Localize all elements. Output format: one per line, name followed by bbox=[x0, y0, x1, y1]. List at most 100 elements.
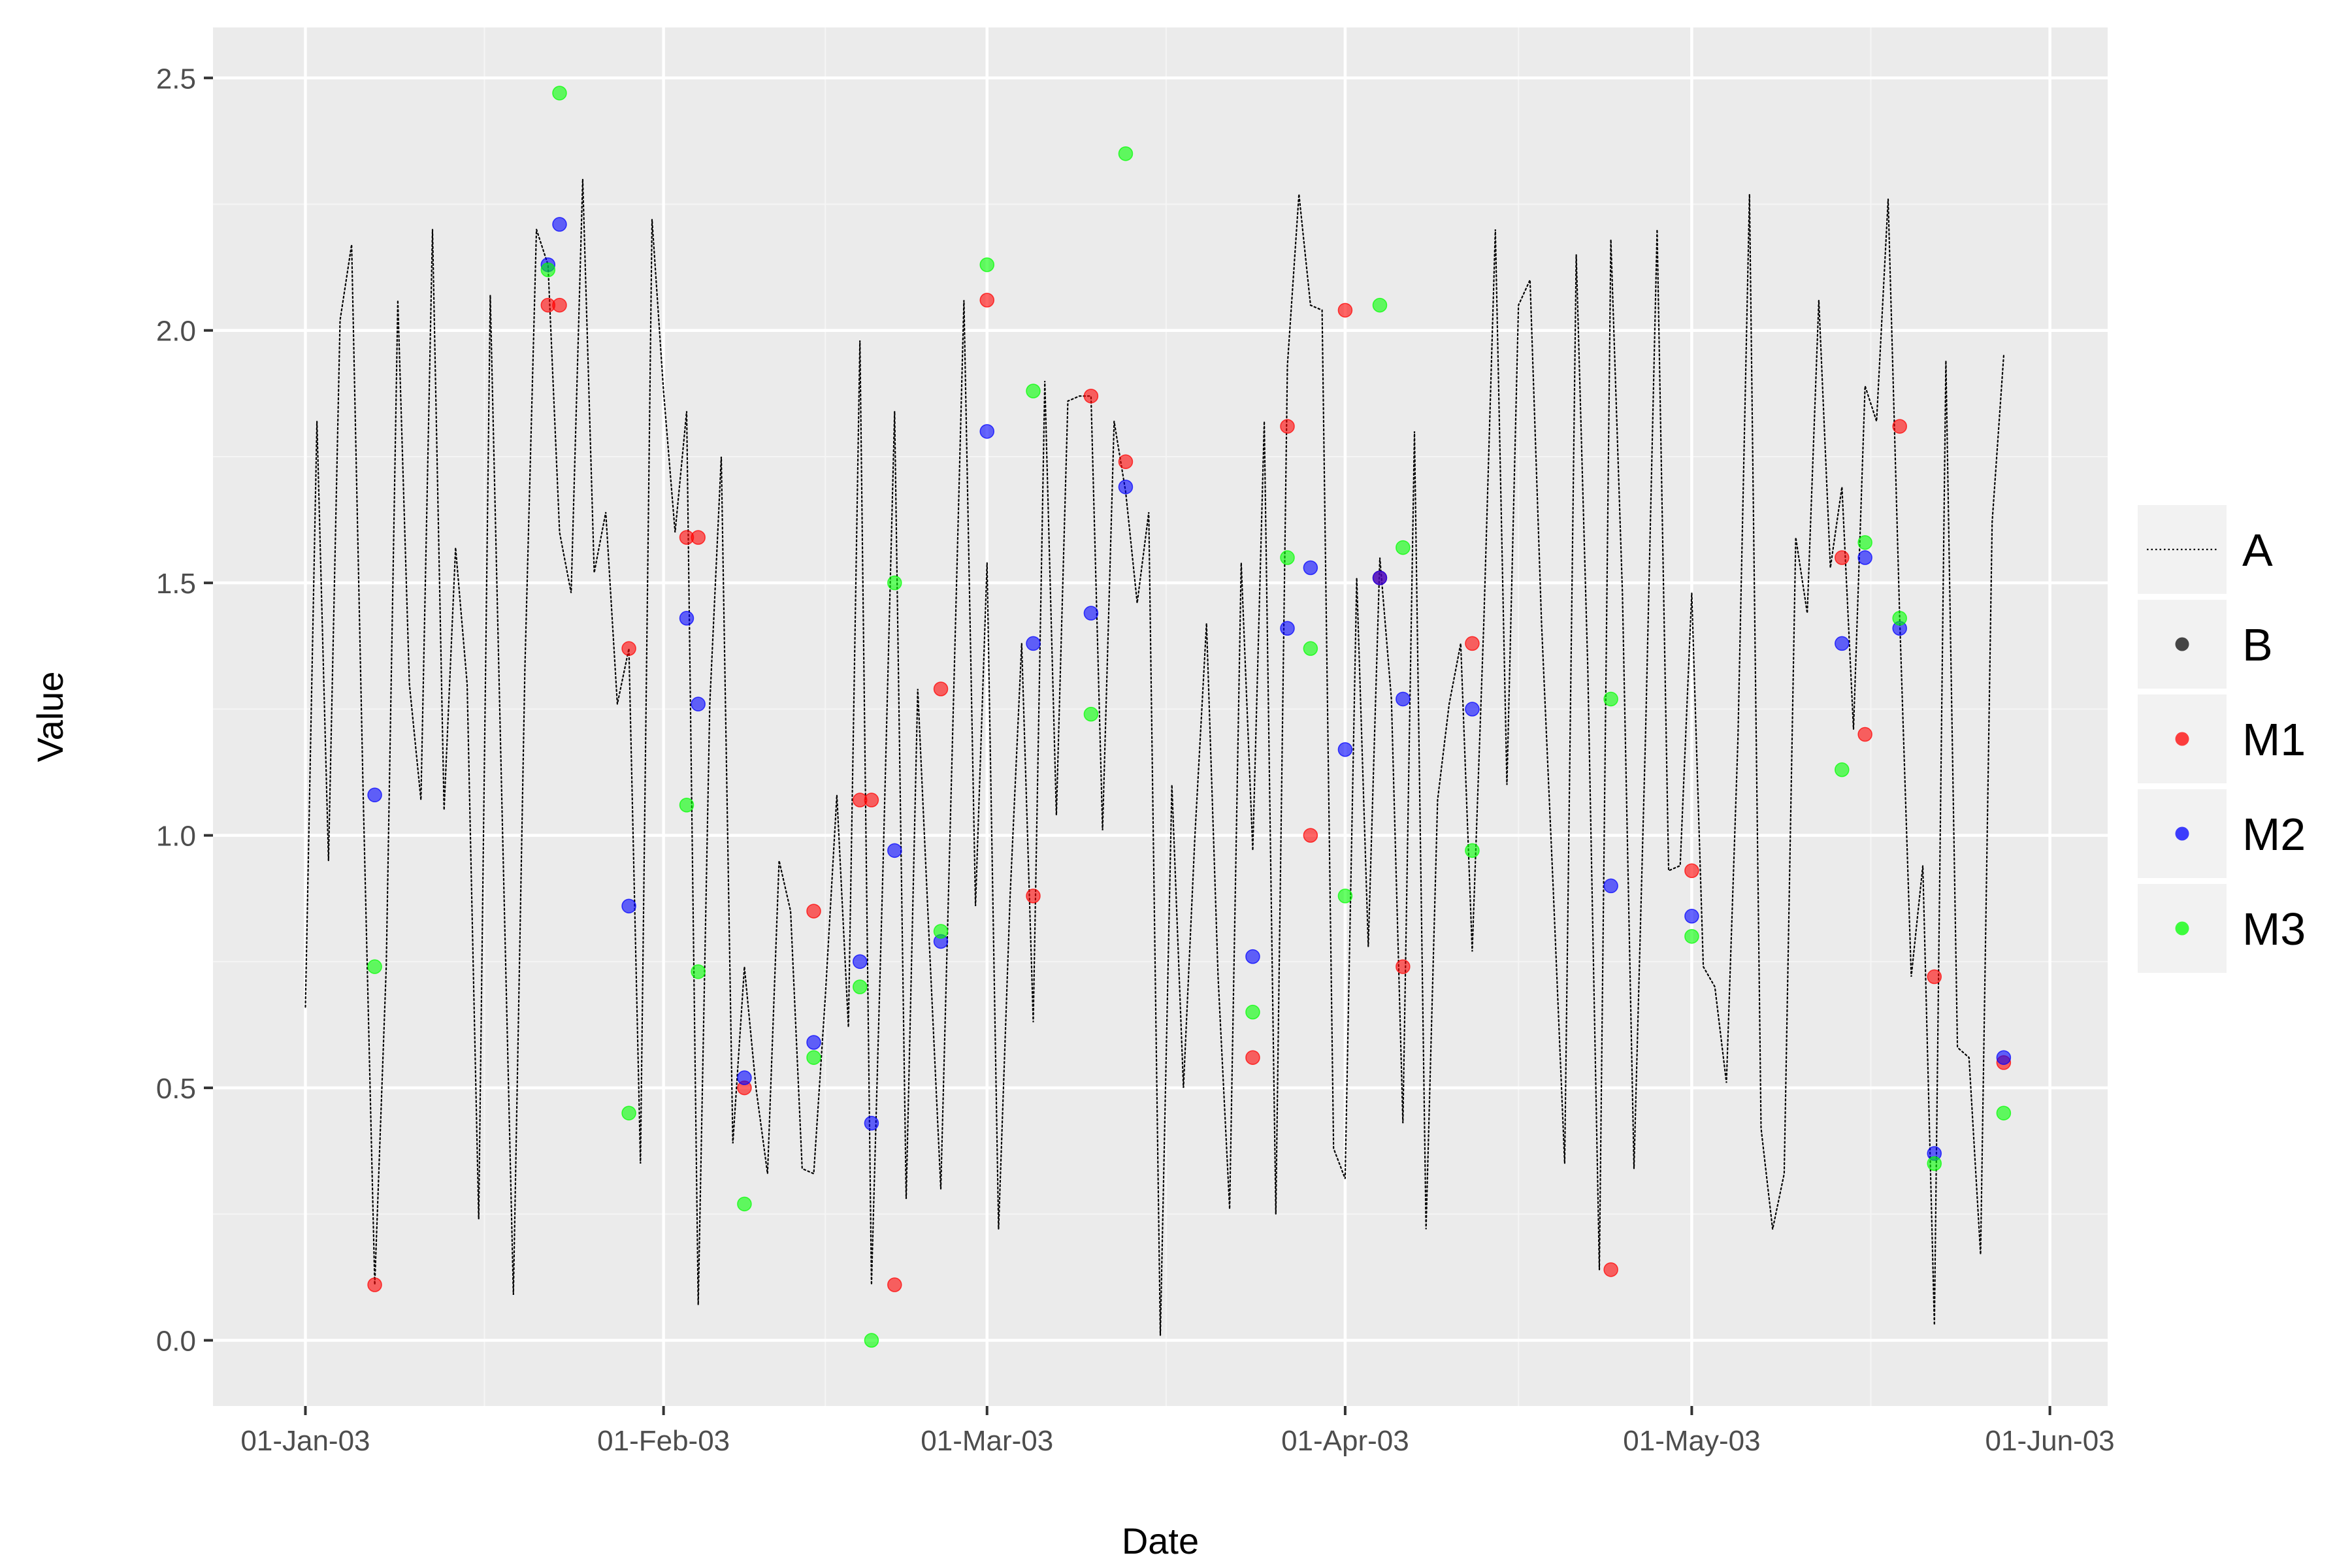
point-m1 bbox=[1337, 302, 1353, 318]
point-m2 bbox=[1118, 480, 1134, 495]
legend: AB M1 M2 M3 bbox=[2138, 505, 2306, 973]
axis-layer: 01-Jan-03 01-Feb-03 01-Mar-03 01-Apr-03 01-M… bbox=[156, 63, 2115, 1457]
point-m3 bbox=[691, 964, 706, 979]
point-m2 bbox=[1835, 636, 1850, 651]
point-m2 bbox=[737, 1070, 752, 1085]
legend-item-m1: M1 bbox=[2138, 694, 2306, 783]
point-m1 bbox=[1835, 550, 1850, 565]
point-m2 bbox=[1303, 560, 1318, 576]
point-m2 bbox=[1396, 691, 1411, 707]
legend-item-b: B bbox=[2138, 600, 2273, 689]
point-m2 bbox=[806, 1035, 821, 1050]
x-tick-label: 01-Jan-03 bbox=[240, 1425, 370, 1457]
point-m1 bbox=[1303, 828, 1318, 843]
legend-label: B bbox=[2242, 619, 2273, 670]
point-m1 bbox=[1396, 959, 1411, 974]
point-m3 bbox=[852, 979, 868, 994]
point-m3 bbox=[1603, 691, 1618, 707]
point-m2 bbox=[1372, 570, 1388, 585]
x-tick-label: 01-Jun-03 bbox=[1985, 1425, 2115, 1457]
point-m1 bbox=[367, 1277, 382, 1292]
legend-key-point bbox=[2175, 826, 2189, 841]
point-m3 bbox=[1303, 641, 1318, 656]
y-tick-label: 0.5 bbox=[156, 1073, 196, 1105]
point-m3 bbox=[1118, 146, 1134, 161]
point-m3 bbox=[1026, 384, 1041, 399]
point-m1 bbox=[552, 297, 567, 313]
point-m1 bbox=[1118, 454, 1134, 469]
legend-label: M3 bbox=[2242, 904, 2306, 955]
point-m2 bbox=[1465, 702, 1480, 717]
point-m3 bbox=[1337, 889, 1353, 904]
point-m2 bbox=[552, 217, 567, 232]
point-m3 bbox=[367, 959, 382, 974]
point-m1 bbox=[1083, 388, 1099, 404]
point-m1 bbox=[1465, 636, 1480, 651]
point-m3 bbox=[621, 1105, 636, 1120]
point-m3 bbox=[979, 257, 995, 272]
point-m3 bbox=[933, 924, 949, 939]
x-tick-label: 01-Mar-03 bbox=[921, 1425, 1053, 1457]
x-tick-label: 01-Apr-03 bbox=[1281, 1425, 1409, 1457]
x-axis-title: Date bbox=[1122, 1520, 1199, 1561]
point-m1 bbox=[864, 792, 879, 808]
point-m3 bbox=[679, 798, 694, 813]
point-m1 bbox=[1280, 419, 1295, 434]
point-m2 bbox=[1857, 550, 1872, 565]
point-m3 bbox=[1245, 1004, 1260, 1020]
y-tick-label: 1.5 bbox=[156, 568, 196, 600]
y-tick-label: 2.0 bbox=[156, 316, 196, 348]
series-a-layer bbox=[304, 178, 2004, 1335]
point-m3 bbox=[1396, 540, 1411, 555]
point-m2 bbox=[691, 696, 706, 711]
point-m2 bbox=[367, 787, 382, 803]
points-layer bbox=[367, 86, 2012, 1348]
point-m3 bbox=[1927, 1156, 1942, 1171]
point-m2 bbox=[887, 843, 902, 858]
point-m2 bbox=[621, 898, 636, 914]
point-m1 bbox=[1892, 419, 1907, 434]
point-m2 bbox=[1996, 1050, 2012, 1065]
legend-label: M1 bbox=[2242, 714, 2306, 765]
point-m2 bbox=[1245, 949, 1260, 964]
point-m3 bbox=[887, 575, 902, 591]
point-m1 bbox=[979, 293, 995, 308]
x-tick-label: 01-May-03 bbox=[1623, 1425, 1760, 1457]
legend-key-point bbox=[2175, 732, 2189, 746]
point-m3 bbox=[806, 1050, 821, 1065]
point-m3 bbox=[552, 86, 567, 101]
legend-label: M2 bbox=[2242, 809, 2306, 860]
legend-key-point bbox=[2175, 637, 2189, 651]
point-m1 bbox=[1026, 889, 1041, 904]
point-m1 bbox=[1927, 969, 1942, 985]
point-m3 bbox=[1835, 762, 1850, 777]
point-m1 bbox=[933, 681, 949, 696]
point-m3 bbox=[864, 1333, 879, 1348]
point-m2 bbox=[1684, 909, 1699, 924]
point-m2 bbox=[679, 611, 694, 626]
point-m2 bbox=[1026, 636, 1041, 651]
point-m3 bbox=[540, 262, 556, 278]
point-m2 bbox=[1280, 621, 1295, 636]
point-m3 bbox=[1892, 611, 1907, 626]
point-m1 bbox=[887, 1277, 902, 1292]
point-m2 bbox=[979, 424, 995, 439]
legend-item-a: A bbox=[2138, 505, 2273, 594]
point-m2 bbox=[852, 954, 868, 970]
point-m3 bbox=[1083, 706, 1099, 722]
point-m3 bbox=[1280, 550, 1295, 565]
point-m2 bbox=[1337, 742, 1353, 757]
legend-label: A bbox=[2242, 525, 2273, 576]
grid-layer bbox=[213, 27, 2108, 1406]
y-axis-title: Value bbox=[29, 671, 71, 762]
y-tick-label: 0.0 bbox=[156, 1326, 196, 1358]
y-tick-label: 1.0 bbox=[156, 821, 196, 853]
y-tick-label: 2.5 bbox=[156, 63, 196, 95]
point-m3 bbox=[1857, 535, 1872, 550]
point-m3 bbox=[1372, 297, 1388, 313]
point-m1 bbox=[1603, 1262, 1618, 1277]
point-m1 bbox=[1857, 727, 1872, 742]
series-a-line bbox=[304, 178, 2004, 1335]
point-m1 bbox=[1684, 863, 1699, 878]
